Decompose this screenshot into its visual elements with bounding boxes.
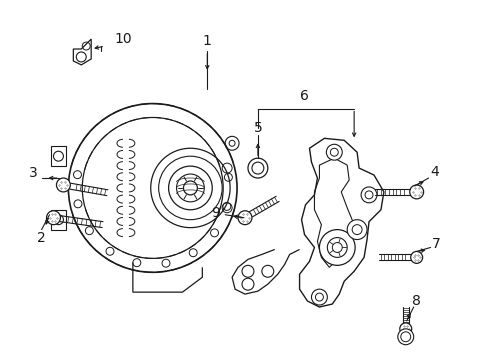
Circle shape <box>238 211 251 225</box>
Circle shape <box>247 158 267 178</box>
Text: 3: 3 <box>29 166 38 180</box>
Polygon shape <box>50 210 66 230</box>
Circle shape <box>409 185 423 199</box>
Circle shape <box>242 265 253 277</box>
Text: 7: 7 <box>431 237 440 251</box>
Circle shape <box>242 278 253 290</box>
Circle shape <box>46 211 61 225</box>
Circle shape <box>319 230 354 265</box>
Circle shape <box>346 220 366 239</box>
Text: 9: 9 <box>210 206 219 220</box>
Circle shape <box>262 265 273 277</box>
Circle shape <box>399 323 411 335</box>
Circle shape <box>360 187 376 203</box>
Text: 4: 4 <box>429 165 438 179</box>
Circle shape <box>56 178 70 192</box>
Circle shape <box>325 144 342 160</box>
Text: 6: 6 <box>300 89 308 103</box>
Circle shape <box>410 251 422 264</box>
Polygon shape <box>50 146 66 166</box>
Text: 5: 5 <box>253 121 262 135</box>
Text: 2: 2 <box>37 230 46 244</box>
Text: 1: 1 <box>203 34 211 48</box>
Text: 8: 8 <box>411 294 420 308</box>
Circle shape <box>311 289 326 305</box>
Text: 10: 10 <box>114 32 131 46</box>
Circle shape <box>397 329 413 345</box>
